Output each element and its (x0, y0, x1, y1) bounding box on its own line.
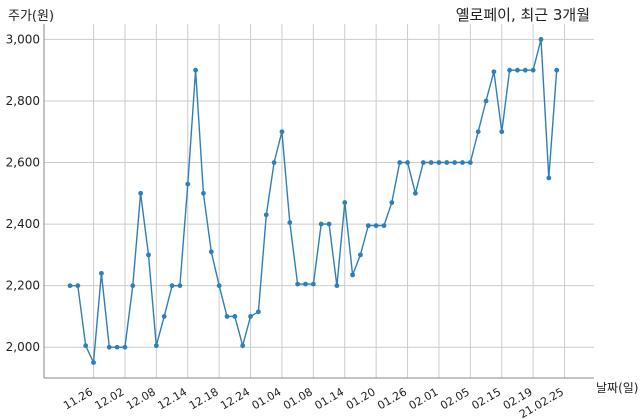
data-point (460, 160, 465, 165)
data-point (263, 212, 269, 218)
data-point (381, 223, 387, 229)
data-point (452, 160, 458, 165)
data-point (475, 129, 481, 135)
data-point (413, 190, 418, 196)
data-point (240, 343, 246, 349)
data-point (515, 67, 520, 73)
data-point (83, 343, 89, 349)
data-point (169, 283, 175, 289)
x-tick-label: 02.01 (407, 385, 441, 412)
data-point (522, 67, 528, 73)
data-point (146, 252, 151, 258)
x-tick-label: 01.26 (375, 385, 409, 412)
data-point (499, 129, 505, 135)
data-point (271, 160, 277, 165)
data-point (232, 314, 238, 319)
y-tick-label: 2,400 (6, 217, 40, 231)
data-point (342, 200, 348, 205)
data-point (122, 344, 128, 350)
data-point (554, 67, 560, 73)
x-tick-label: 12.02 (93, 385, 127, 412)
data-point (397, 160, 403, 165)
data-point (75, 283, 81, 289)
data-point (130, 283, 136, 289)
y-tick-label: 3,000 (6, 32, 40, 46)
data-point (138, 190, 144, 196)
data-point (91, 360, 96, 366)
y-tick-label: 2,200 (6, 279, 40, 293)
data-point (99, 270, 104, 276)
data-point (546, 175, 552, 181)
data-point (67, 283, 73, 289)
data-point (216, 283, 222, 289)
data-point (389, 200, 395, 205)
data-point (483, 98, 489, 104)
x-tick-label: 12.24 (218, 385, 252, 412)
data-point (208, 249, 214, 255)
y-tick-label: 2,600 (6, 156, 40, 170)
x-tick-label: 12.14 (155, 385, 189, 412)
grid-lines (44, 24, 594, 378)
x-tick-labels: 11.2612.0212.0812.1412.1812.2401.0401.08… (61, 385, 566, 419)
data-point (295, 281, 301, 287)
data-point (177, 283, 183, 289)
x-tick-label: 01.14 (312, 385, 346, 412)
data-point (161, 314, 167, 319)
x-tick-label: 01.08 (281, 385, 315, 412)
y-tick-label: 2,000 (6, 340, 40, 354)
x-tick-label: 11.26 (61, 385, 95, 412)
data-point (224, 314, 230, 319)
data-point (106, 344, 112, 350)
data-point (420, 160, 426, 165)
data-point (256, 309, 261, 315)
data-point (538, 36, 544, 42)
data-point (287, 220, 293, 225)
x-tick-label: 12.18 (187, 385, 221, 412)
data-point (467, 160, 473, 165)
x-tick-label: 12.08 (124, 385, 158, 412)
data-point (303, 281, 308, 287)
data-point (185, 181, 191, 187)
y-tick-labels: 2,000 2,200 2,400 2,600 2,800 3,000 (6, 32, 40, 354)
data-point (373, 223, 379, 229)
y-tick-label: 2,800 (6, 94, 40, 108)
chart-title: 옐로페이, 최근 3개월 (456, 6, 590, 24)
data-point (310, 281, 316, 287)
data-point (279, 129, 285, 135)
data-point (326, 221, 332, 227)
data-point (365, 223, 371, 229)
data-point (491, 69, 497, 75)
data-point (530, 67, 536, 73)
x-tick-label: 02.05 (438, 385, 472, 412)
data-point (318, 221, 324, 227)
data-point (405, 160, 410, 165)
series-layer (67, 36, 560, 366)
data-point (444, 160, 450, 165)
x-axis-label: 날짜(일) (596, 381, 638, 395)
data-point (436, 160, 442, 165)
y-axis-label: 주가(원) (8, 9, 54, 24)
x-tick-label: 02.15 (469, 385, 503, 412)
data-point (193, 67, 199, 73)
data-point (428, 160, 434, 165)
data-point (201, 190, 206, 196)
data-point (507, 67, 512, 73)
data-point (153, 343, 159, 349)
data-point (358, 252, 363, 258)
data-point (334, 283, 340, 289)
data-point (350, 272, 355, 278)
data-point (248, 314, 253, 319)
x-tick-label: 01.20 (344, 385, 378, 412)
x-tick-label: 01.04 (250, 385, 284, 412)
data-point (114, 344, 120, 350)
axes (43, 24, 594, 379)
